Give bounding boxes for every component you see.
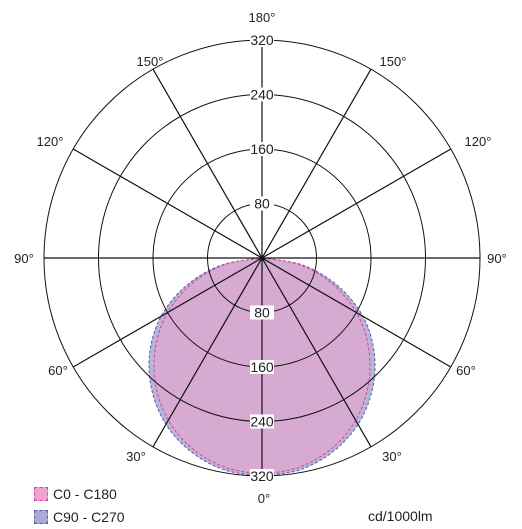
angle-label-upper-left: 150° [137,54,164,69]
label-layer: 80 80 160 160 240 240 320 320 180° 0° 150° 150° 120°… [14,10,507,506]
legend-swatch-c0-c180 [34,486,48,501]
unit-label: cd/1000lm [368,508,433,524]
radial-label-down-320: 320 [250,468,274,484]
radial-label-down-240-bg [250,414,274,429]
angle-label-mid-lower-right: 60° [456,363,476,378]
radial-label-up-320-bg [250,33,274,47]
radial-label-up-240: 240 [250,87,274,103]
angle-label-left: 90° [14,251,34,266]
legend-item-c0-c180: C0 - C180 [34,482,125,505]
legend: C0 - C180 C90 - C270 [34,482,125,528]
angle-label-mid-upper-left: 120° [37,134,64,149]
radial-label-down-80-bg [250,305,274,320]
legend-label-c90-c270: C90 - C270 [53,508,125,525]
angle-label-top: 180° [249,10,276,25]
radial-label-down-240: 240 [250,414,274,430]
radial-label-down-160: 160 [250,359,274,375]
grid-layer [43,39,481,477]
radial-label-down-320-bg [250,469,274,483]
angle-label-right: 90° [487,251,507,266]
angle-label-upper-right: 150° [380,54,407,69]
radial-label-up-80-bg [250,196,274,211]
legend-item-c90-c270: C90 - C270 [34,505,125,528]
radial-label-up-160-bg [250,142,274,156]
radial-label-up-240-bg [250,87,274,102]
radial-label-up-80: 80 [254,196,270,212]
angle-label-lower-right: 30° [382,449,402,464]
radial-label-up-320: 320 [250,32,274,48]
radial-label-down-80: 80 [254,305,270,321]
angle-label-lower-left: 30° [126,449,146,464]
radial-label-down-160-bg [250,360,274,374]
legend-label-c0-c180: C0 - C180 [53,485,117,502]
legend-swatch-c90-c270 [34,509,48,524]
angle-label-mid-lower-left: 60° [48,363,68,378]
angle-label-bottom: 0° [258,491,270,506]
angle-label-mid-upper-right: 120° [465,134,492,149]
radial-label-up-160: 160 [250,141,274,157]
grid-spoke-150 [152,68,372,448]
